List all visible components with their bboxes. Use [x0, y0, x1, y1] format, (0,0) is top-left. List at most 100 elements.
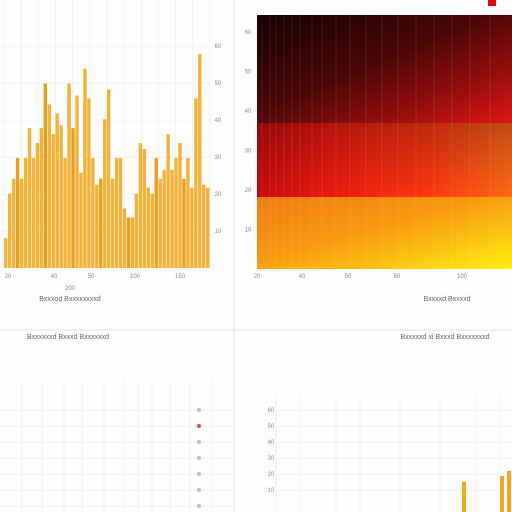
dot	[197, 472, 201, 476]
histogram-bar	[39, 128, 44, 268]
histogram-bar	[178, 143, 182, 268]
histogram-y-tick: 40	[215, 118, 222, 124]
histogram-bar	[142, 149, 147, 268]
histogram-y-tick: 50	[215, 81, 222, 87]
heatmap-y-tick: 50	[245, 70, 252, 76]
histogram-bar	[23, 157, 28, 268]
heatmap-y-tick: 30	[245, 149, 252, 155]
histogram-bar	[59, 125, 63, 268]
histogram-bar	[150, 193, 154, 268]
heatmap-band-middle-shade	[257, 123, 512, 197]
histogram-y-tick: 10	[215, 229, 222, 235]
histogram-bar	[55, 113, 59, 268]
histogram-bar	[43, 83, 48, 268]
histogram-bar	[146, 187, 151, 268]
histogram-bar	[174, 157, 178, 268]
dot	[197, 504, 201, 508]
histogram-bar	[67, 83, 71, 268]
histogram-bar	[83, 68, 87, 268]
small-bar	[500, 476, 504, 512]
small-bar	[507, 471, 511, 512]
histogram-bar	[198, 53, 202, 268]
dot	[197, 440, 201, 444]
heatmap-y-tick: 40	[245, 109, 252, 115]
histogram-bar	[71, 128, 75, 268]
histogram-bar	[202, 184, 206, 268]
histogram-x-tick: 40	[51, 274, 58, 280]
histogram-bar	[99, 178, 103, 268]
histogram-bar	[186, 157, 190, 268]
histogram-bar	[182, 178, 186, 268]
heatmap-y-tick: 60	[245, 30, 252, 36]
heatmap-x-tick: 100	[457, 274, 468, 280]
histogram-bar	[126, 217, 131, 268]
histogram-bar	[87, 98, 91, 268]
small-bar-y-tick: 30	[268, 456, 275, 462]
heatmap-y-tick: 10	[245, 228, 252, 234]
histogram-bar	[91, 157, 95, 268]
histogram-bar	[138, 143, 143, 268]
dot	[197, 488, 201, 492]
heatmap-panel: 60 50 40 30 20 10 20 40 50 50 100 Bxxxxd Bxxxxd	[245, 0, 512, 303]
histogram-y-tick: 30	[215, 155, 222, 161]
histogram-bar	[166, 134, 170, 268]
histogram-bar	[194, 98, 198, 268]
histogram-bar	[103, 119, 107, 268]
histogram-x-axis-label: Bxxxod Bxxxxxxxxd	[39, 296, 101, 303]
histogram-bar	[118, 157, 123, 268]
histogram-bar	[4, 238, 8, 268]
histogram-x-tick: 100	[130, 274, 141, 280]
heatmap-corner-cell	[488, 0, 496, 6]
heatmap-band-bottom	[257, 197, 512, 269]
histogram-bar	[107, 89, 111, 268]
histogram-bar	[19, 178, 24, 268]
small-bar-y-tick: 60	[268, 408, 275, 414]
heatmap-x-tick: 20	[254, 274, 261, 280]
histogram-bar	[110, 178, 115, 268]
heatmap-band-top	[257, 15, 512, 123]
small-bar	[462, 482, 466, 512]
histogram-y-tick: 20	[215, 192, 222, 198]
small-bar-title: Bxxxxxd xi Bxxxd Bxxxxxxxd	[400, 334, 489, 341]
small-bar-y-tick: 50	[268, 424, 275, 430]
histogram-bar	[158, 178, 162, 268]
heatmap-x-tick: 50	[345, 274, 352, 280]
histogram-bar	[190, 187, 194, 268]
heatmap-y-tick: 20	[245, 188, 252, 194]
small-bar-panel: Bxxxxxd xi Bxxxd Bxxxxxxxd 60 50 40 30 20 10	[268, 334, 512, 512]
histogram-bar	[11, 178, 16, 268]
histogram-bar	[75, 95, 79, 268]
dotplot-title: Bxxxxxxd Bxxxd Bxxxxxxd	[27, 334, 109, 341]
heatmap-x-tick: 50	[394, 274, 401, 280]
histogram-bar	[51, 134, 55, 268]
histogram-x-extra-tick: 200	[65, 286, 76, 292]
histogram-bar	[162, 169, 166, 268]
histogram-bar	[170, 169, 174, 268]
histogram-bar	[134, 193, 139, 268]
histogram-x-tick: 20	[5, 274, 12, 280]
histogram-bar	[114, 157, 119, 268]
heatmap-x-tick: 40	[299, 274, 306, 280]
dot	[197, 456, 201, 460]
histogram-bar	[154, 157, 158, 268]
histogram-bar	[27, 128, 32, 268]
histogram-bar	[95, 184, 99, 268]
histogram-bar	[47, 104, 51, 268]
histogram-bar	[130, 217, 135, 268]
histogram-bar	[79, 172, 83, 268]
histogram-bar	[7, 193, 12, 268]
histogram-x-tick: 50	[88, 274, 95, 280]
histogram-panel: 60 50 40 30 20 10 20 40 50 100 150 200 Bxxxod Bxx…	[0, 0, 222, 303]
histogram-bar	[122, 208, 127, 268]
heatmap-x-axis-label: Bxxxxd Bxxxxd	[423, 296, 470, 303]
histogram-bar	[15, 157, 20, 268]
small-bar-y-tick: 20	[268, 472, 275, 478]
histogram-bar	[31, 157, 36, 268]
histogram-bar	[63, 157, 67, 268]
small-bar-y-tick: 10	[268, 488, 275, 494]
dotplot-panel: Bxxxxxxd Bxxxd Bxxxxxxd	[0, 334, 234, 512]
histogram-bar	[206, 187, 210, 268]
histogram-y-tick: 60	[215, 44, 222, 50]
dot-highlighted	[197, 424, 201, 428]
